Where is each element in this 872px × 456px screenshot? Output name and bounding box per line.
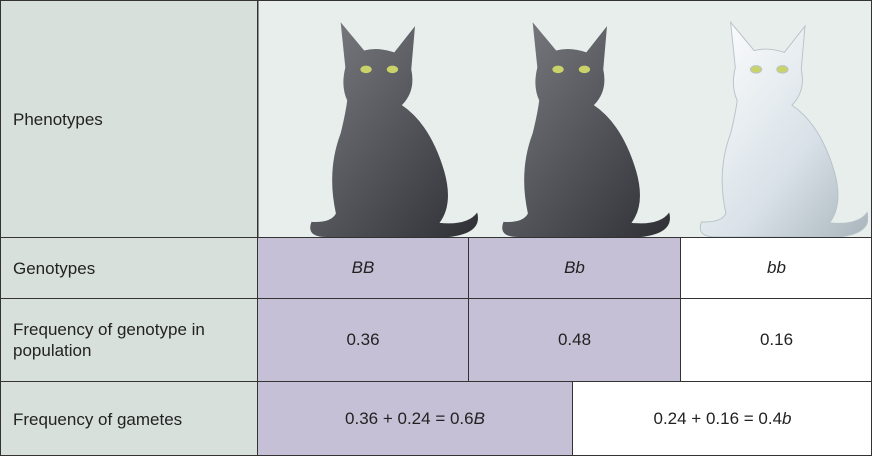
row-label: Genotypes (1, 238, 258, 299)
row-label: Frequency of gametes (1, 382, 258, 455)
label: Frequency of gametes (13, 409, 183, 429)
allele: B (473, 409, 485, 428)
gamete-cell: 0.36 + 0.24 = 0.6 B (258, 382, 573, 455)
gamete-sum: 0.24 + 0.16 = 0.4 (653, 409, 783, 428)
label: Frequency of genotype in population (13, 320, 205, 360)
allele: b (782, 409, 792, 428)
frequency: 0.16 (759, 330, 794, 349)
genotype: Bb (564, 258, 585, 277)
genotype: bb (767, 258, 786, 277)
frequency-cell: 0.36 (258, 299, 469, 382)
label: Genotypes (13, 258, 96, 278)
row-label: Frequency of genotype in population (1, 299, 258, 382)
genotype-cell: Bb (469, 238, 681, 299)
gamete-cell: 0.24 + 0.16 = 0.4 b (573, 382, 871, 455)
frequency: 0.36 (346, 330, 380, 349)
row-label: Phenotypes (1, 1, 258, 238)
frequency-cell: 0.48 (469, 299, 681, 382)
phenotype-images (258, 1, 871, 238)
genotype-cell: bb (681, 238, 871, 299)
frequency-cell: 0.16 (681, 299, 871, 382)
frequency: 0.48 (557, 330, 592, 349)
gamete-sum: 0.36 + 0.24 = 0.6 (345, 409, 474, 428)
genotype-cell: BB (258, 238, 469, 299)
label: Phenotypes (13, 109, 103, 129)
genotype: BB (351, 258, 375, 277)
